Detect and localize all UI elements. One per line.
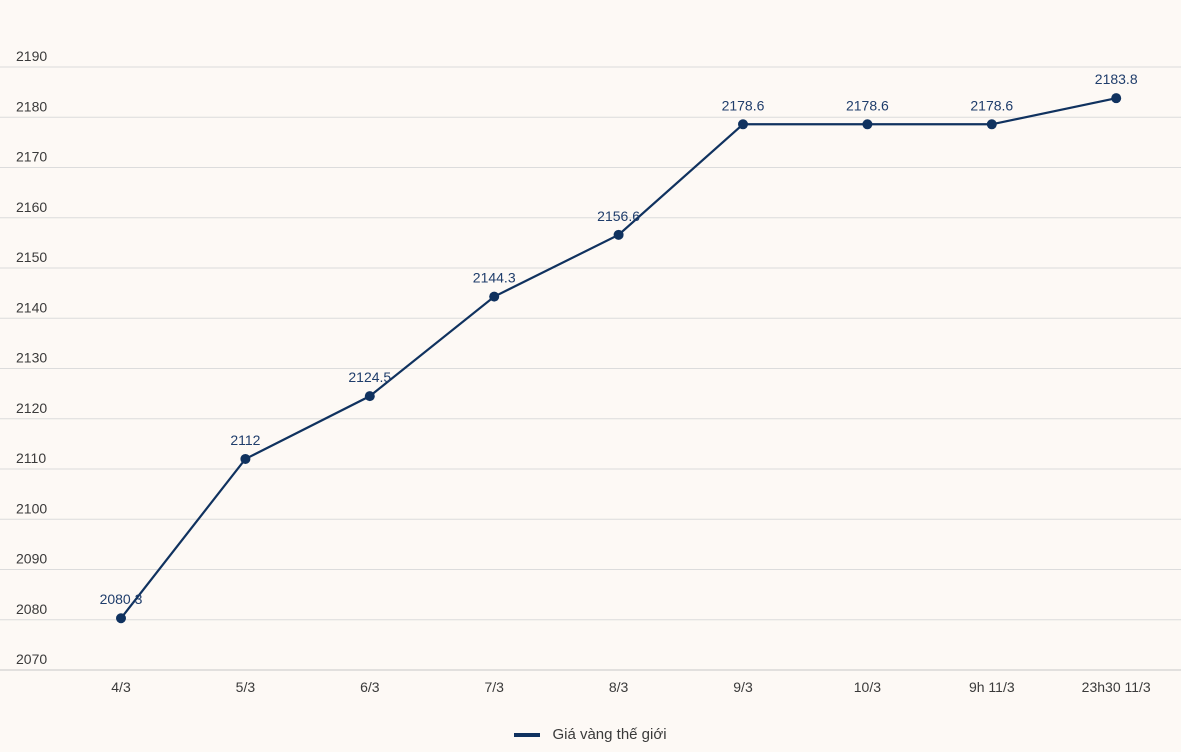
- data-point: [1111, 93, 1122, 104]
- x-tick-label: 9h 11/3: [969, 679, 1015, 695]
- x-tick-label: 5/3: [236, 679, 256, 695]
- x-axis: 4/3 5/3 6/3 7/3 8/3 9/3 10/3 9h 11/3 23h30 11/3: [111, 679, 1151, 695]
- legend-swatch: [514, 732, 541, 737]
- legend-label: Giá vàng thế giới: [552, 726, 667, 743]
- x-tick-label: 8/3: [609, 679, 629, 695]
- y-tick-label: 2070: [16, 651, 47, 667]
- x-tick-label: 6/3: [360, 679, 380, 695]
- x-tick-label: 9/3: [733, 679, 753, 695]
- data-point: [489, 291, 500, 302]
- series-line: [120, 97, 1117, 619]
- y-tick-label: 2110: [16, 450, 46, 466]
- y-tick-label: 2120: [16, 400, 47, 416]
- data-label: 2112: [230, 432, 260, 448]
- data-label: 2124.5: [348, 369, 391, 385]
- grid-lines: [0, 66, 1181, 671]
- y-tick-label: 2100: [16, 500, 47, 516]
- data-point: [738, 119, 748, 130]
- data-point: [862, 119, 873, 130]
- data-point: [613, 229, 624, 240]
- data-point: [116, 613, 126, 624]
- data-label: 2178.6: [846, 97, 889, 113]
- data-label: 2178.6: [722, 97, 765, 113]
- legend: Giá vàng thế giới: [0, 726, 1181, 743]
- y-tick-label: 2180: [16, 98, 47, 114]
- data-point: [364, 391, 375, 402]
- y-tick-label: 2080: [16, 601, 47, 617]
- y-tick-label: 2130: [16, 350, 47, 366]
- data-label: 2144.3: [473, 270, 516, 286]
- x-tick-label: 10/3: [854, 679, 881, 695]
- data-label: 2156.6: [597, 208, 640, 224]
- x-tick-label: 4/3: [111, 679, 131, 695]
- x-tick-label: 7/3: [484, 679, 504, 695]
- y-tick-label: 2090: [16, 551, 47, 567]
- x-tick-label: 23h30 11/3: [1082, 679, 1151, 695]
- y-tick-label: 2150: [16, 249, 47, 265]
- data-label: 2178.6: [970, 97, 1013, 113]
- y-tick-label: 2170: [16, 149, 47, 165]
- y-axis: 2070 2080 2090 2100 2110 2120 2130 2140 2150 2160…: [16, 48, 47, 667]
- y-tick-label: 2140: [16, 299, 47, 315]
- y-tick-label: 2160: [16, 199, 47, 215]
- data-label: 2080.3: [100, 591, 143, 607]
- y-tick-label: 2190: [16, 48, 47, 64]
- series-layer: 2080.3 2112 2124.5 2144.3 2156.6 2178.6 2178.6…: [100, 71, 1138, 624]
- line-chart: 2070 2080 2090 2100 2110 2120 2130 2140 2150 2160…: [0, 48, 1181, 695]
- data-point: [240, 453, 251, 464]
- data-point: [986, 119, 997, 130]
- data-label: 2183.8: [1095, 71, 1138, 87]
